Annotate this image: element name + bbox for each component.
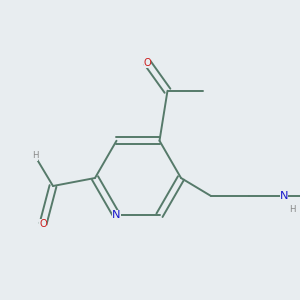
- Text: H: H: [32, 152, 38, 160]
- Text: N: N: [280, 191, 288, 201]
- Text: O: O: [39, 219, 47, 229]
- Text: N: N: [112, 210, 121, 220]
- Text: H: H: [289, 206, 295, 214]
- Text: O: O: [144, 58, 152, 68]
